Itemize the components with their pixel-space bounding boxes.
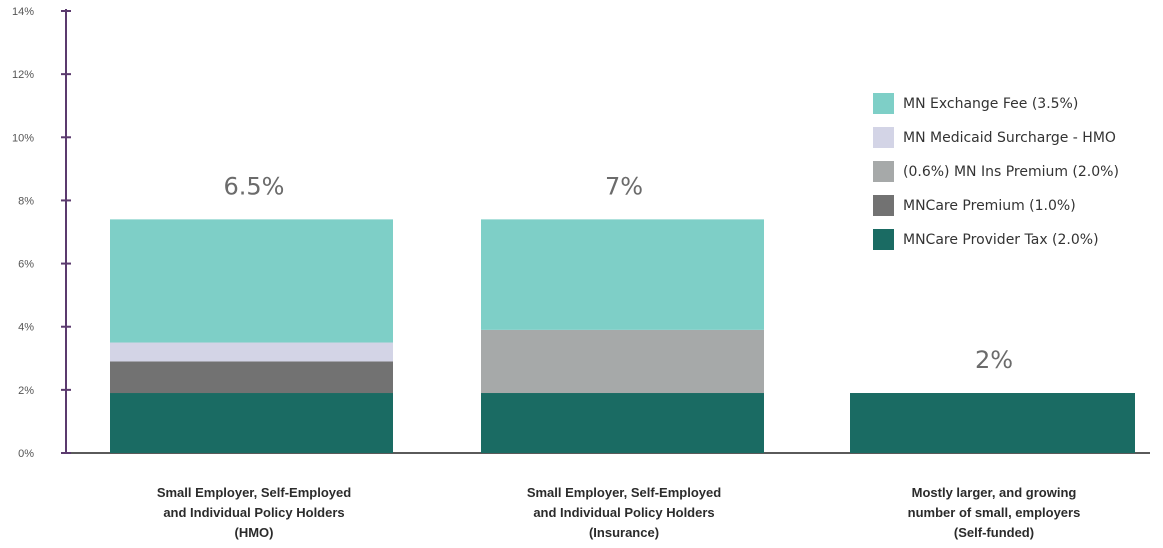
x-category-label: Small Employer, Self-Employed [157,485,351,500]
x-category-label: (Insurance) [589,525,659,540]
legend-label: MN Medicaid Surcharge - HMO [903,130,1116,146]
y-tick-label: 8% [18,195,34,207]
bar-segment [110,342,393,362]
bar-segment [481,393,764,453]
y-tick-label: 12% [12,69,34,81]
y-tick-label: 2% [18,385,34,397]
bar-total-label: 2% [975,346,1013,374]
legend-swatch [873,161,894,182]
legend-swatch [873,229,894,250]
bar-total-label: 7% [605,172,643,200]
legend-label: MNCare Provider Tax (2.0%) [903,232,1099,248]
legend-swatch [873,93,894,114]
bar-segment [110,393,393,453]
x-category-label: and Individual Policy Holders [163,505,344,520]
x-category-label: number of small, employers [908,505,1081,520]
legend-swatch [873,127,894,148]
y-tick-label: 0% [18,448,34,460]
bar-segment [850,393,1135,453]
y-tick-label: 4% [18,322,34,334]
x-category-label: Mostly larger, and growing [912,485,1077,500]
bar-segment [110,361,393,394]
bar-total-label: 6.5% [224,172,285,200]
legend-label: MNCare Premium (1.0%) [903,198,1076,214]
bar-segment [110,219,393,343]
x-category-label: (Self-funded) [954,525,1034,540]
bar-segment [481,329,764,394]
legend-label: (0.6%) MN Ins Premium (2.0%) [903,164,1119,180]
bar-segment [481,219,764,330]
y-tick-label: 10% [12,132,34,144]
x-category-label: Small Employer, Self-Employed [527,485,721,500]
x-category-label: (HMO) [235,525,274,540]
y-tick-label: 14% [12,6,34,18]
legend-label: MN Exchange Fee (3.5%) [903,96,1078,112]
y-tick-label: 6% [18,259,34,271]
x-category-label: and Individual Policy Holders [533,505,714,520]
legend-swatch [873,195,894,216]
